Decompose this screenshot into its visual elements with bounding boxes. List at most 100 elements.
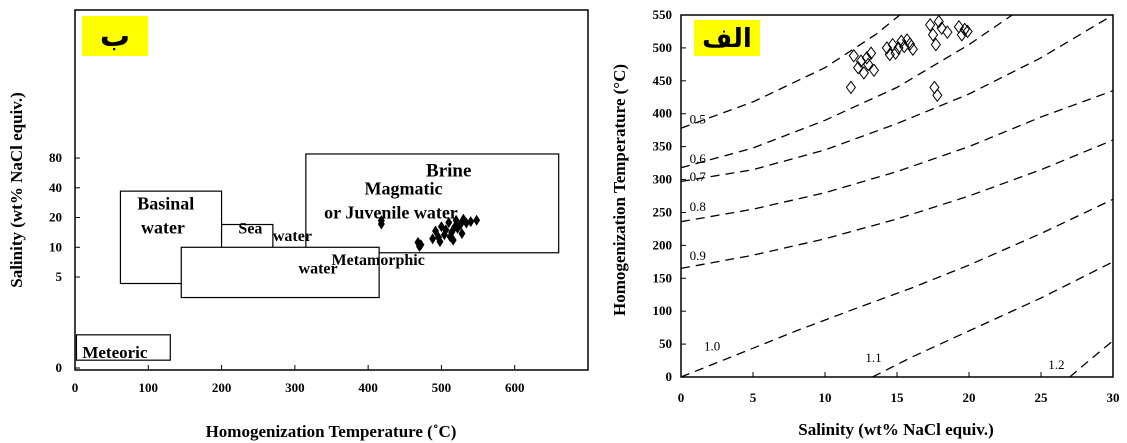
left-data-point xyxy=(429,233,437,245)
right-density-label: 1.1 xyxy=(865,350,881,365)
left-inclusion-points xyxy=(377,213,481,252)
right-y-tick-label: 0 xyxy=(666,369,673,384)
left-y-tick-label: 10 xyxy=(49,239,62,254)
right-data-point xyxy=(858,66,870,80)
left-data-point xyxy=(473,214,481,226)
right-density-line xyxy=(681,15,1013,169)
left-y-tick-label: 5 xyxy=(56,269,63,284)
right-density-label: 0.7 xyxy=(690,169,707,184)
right-data-point xyxy=(899,39,910,54)
left-field-label: Brine xyxy=(426,160,471,181)
right-data-point xyxy=(845,80,857,95)
right-density-line xyxy=(681,15,901,129)
right-density-line xyxy=(681,139,1113,270)
left-field-label: Metamorphic xyxy=(332,252,425,269)
right-density-label: 1.0 xyxy=(704,339,720,354)
right-data-point xyxy=(896,34,907,49)
right-density-label: 0.9 xyxy=(690,248,706,263)
right-y-tick-label: 300 xyxy=(653,172,673,187)
left-field-label: Magmatic xyxy=(364,178,442,198)
right-x-tick-label: 25 xyxy=(1035,390,1049,405)
right-data-point xyxy=(890,46,901,61)
right-data-point xyxy=(893,41,904,55)
right-data-point xyxy=(929,80,940,95)
right-data-point xyxy=(936,21,947,35)
right-data-point xyxy=(861,50,872,65)
left-data-point xyxy=(452,214,460,226)
left-x-tick-label: 0 xyxy=(72,380,79,395)
right-badge-label: الف xyxy=(702,24,752,54)
left-y-tick-label: 80 xyxy=(49,150,62,165)
left-field-label: water xyxy=(273,228,312,245)
left-y-axis-title: Salinity (wt% NaCl equiv.) xyxy=(7,92,26,288)
left-x-tick-label: 100 xyxy=(139,380,159,395)
left-field-box xyxy=(75,334,171,361)
right-x-tick-label: 15 xyxy=(891,390,905,405)
right-density-line xyxy=(681,90,1113,223)
left-field-label: Basinal xyxy=(137,194,194,214)
right-data-point xyxy=(855,54,867,68)
left-x-tick-label: 400 xyxy=(358,380,378,395)
right-data-point xyxy=(933,14,944,29)
right-density-line xyxy=(1069,340,1113,377)
left-badge-label: ب xyxy=(100,19,130,54)
right-y-tick-label: 400 xyxy=(653,106,673,121)
right-density-line xyxy=(681,198,1113,377)
right-density-label: 0.5 xyxy=(690,112,706,127)
right-y-tick-label: 550 xyxy=(653,7,673,22)
left-x-tick-label: 200 xyxy=(212,380,232,395)
right-data-point xyxy=(848,48,859,63)
right-density-line xyxy=(681,15,1113,183)
left-x-tick-label: 500 xyxy=(432,380,452,395)
right-x-tick-label: 20 xyxy=(963,390,976,405)
right-data-point xyxy=(868,63,880,78)
right-x-tick-label: 30 xyxy=(1107,390,1120,405)
right-density-contours: 0.5 0.6 0.7 0.8 0.9 1.0 1.1 1.2 xyxy=(681,15,1113,377)
left-data-point xyxy=(442,224,450,236)
right-inclusion-points xyxy=(845,14,973,103)
right-badge-box xyxy=(694,20,760,56)
right-data-point xyxy=(863,57,874,72)
right-data-point xyxy=(924,18,936,32)
left-field-box xyxy=(180,246,380,299)
right-data-point xyxy=(884,47,895,62)
left-field-label: water xyxy=(299,261,338,278)
left-plot-frame xyxy=(74,9,589,371)
right-y-tick-label: 100 xyxy=(653,303,673,318)
right-x-tick-label: 5 xyxy=(750,390,757,405)
left-data-point xyxy=(449,234,457,246)
right-data-point xyxy=(942,25,953,39)
left-badge-box xyxy=(82,16,148,56)
left-data-point xyxy=(377,218,385,230)
right-data-point xyxy=(959,22,970,37)
right-data-point xyxy=(932,88,943,103)
right-data-point xyxy=(927,27,939,42)
left-field-label: Meteoric xyxy=(82,343,148,362)
left-x-tick-label: 600 xyxy=(505,380,525,395)
right-y-tick-label: 200 xyxy=(653,237,673,252)
left-x-tick-label: 300 xyxy=(285,380,305,395)
right-density-label: 1.2 xyxy=(1048,357,1064,372)
left-y-tick-label: 0 xyxy=(56,360,63,375)
left-data-point xyxy=(467,216,475,228)
left-axis-ticks: 0 100 200 300 400 500 600 0 5 10 20 40 80 xyxy=(49,150,524,395)
right-y-tick-label: 500 xyxy=(653,40,673,55)
right-data-point xyxy=(907,42,918,57)
right-x-axis-title: Salinity (wt% NaCl equiv.) xyxy=(798,420,994,439)
right-x-tick-label: 0 xyxy=(678,390,685,405)
right-data-point xyxy=(930,37,942,52)
left-data-point xyxy=(415,240,423,252)
left-data-point xyxy=(445,217,453,229)
right-y-tick-label: 450 xyxy=(653,73,673,88)
right-data-point xyxy=(881,41,893,55)
right-y-tick-label: 150 xyxy=(653,270,673,285)
right-density-label: 0.8 xyxy=(690,199,706,214)
right-y-tick-label: 250 xyxy=(653,204,673,219)
left-y-tick-label: 40 xyxy=(49,180,62,195)
left-field-label: water xyxy=(141,218,185,238)
right-chart: 0.50.60.70.80.91.01.1 1.2 0 5 10 15 20 25 30050… xyxy=(610,7,1120,439)
left-data-point xyxy=(436,236,444,248)
